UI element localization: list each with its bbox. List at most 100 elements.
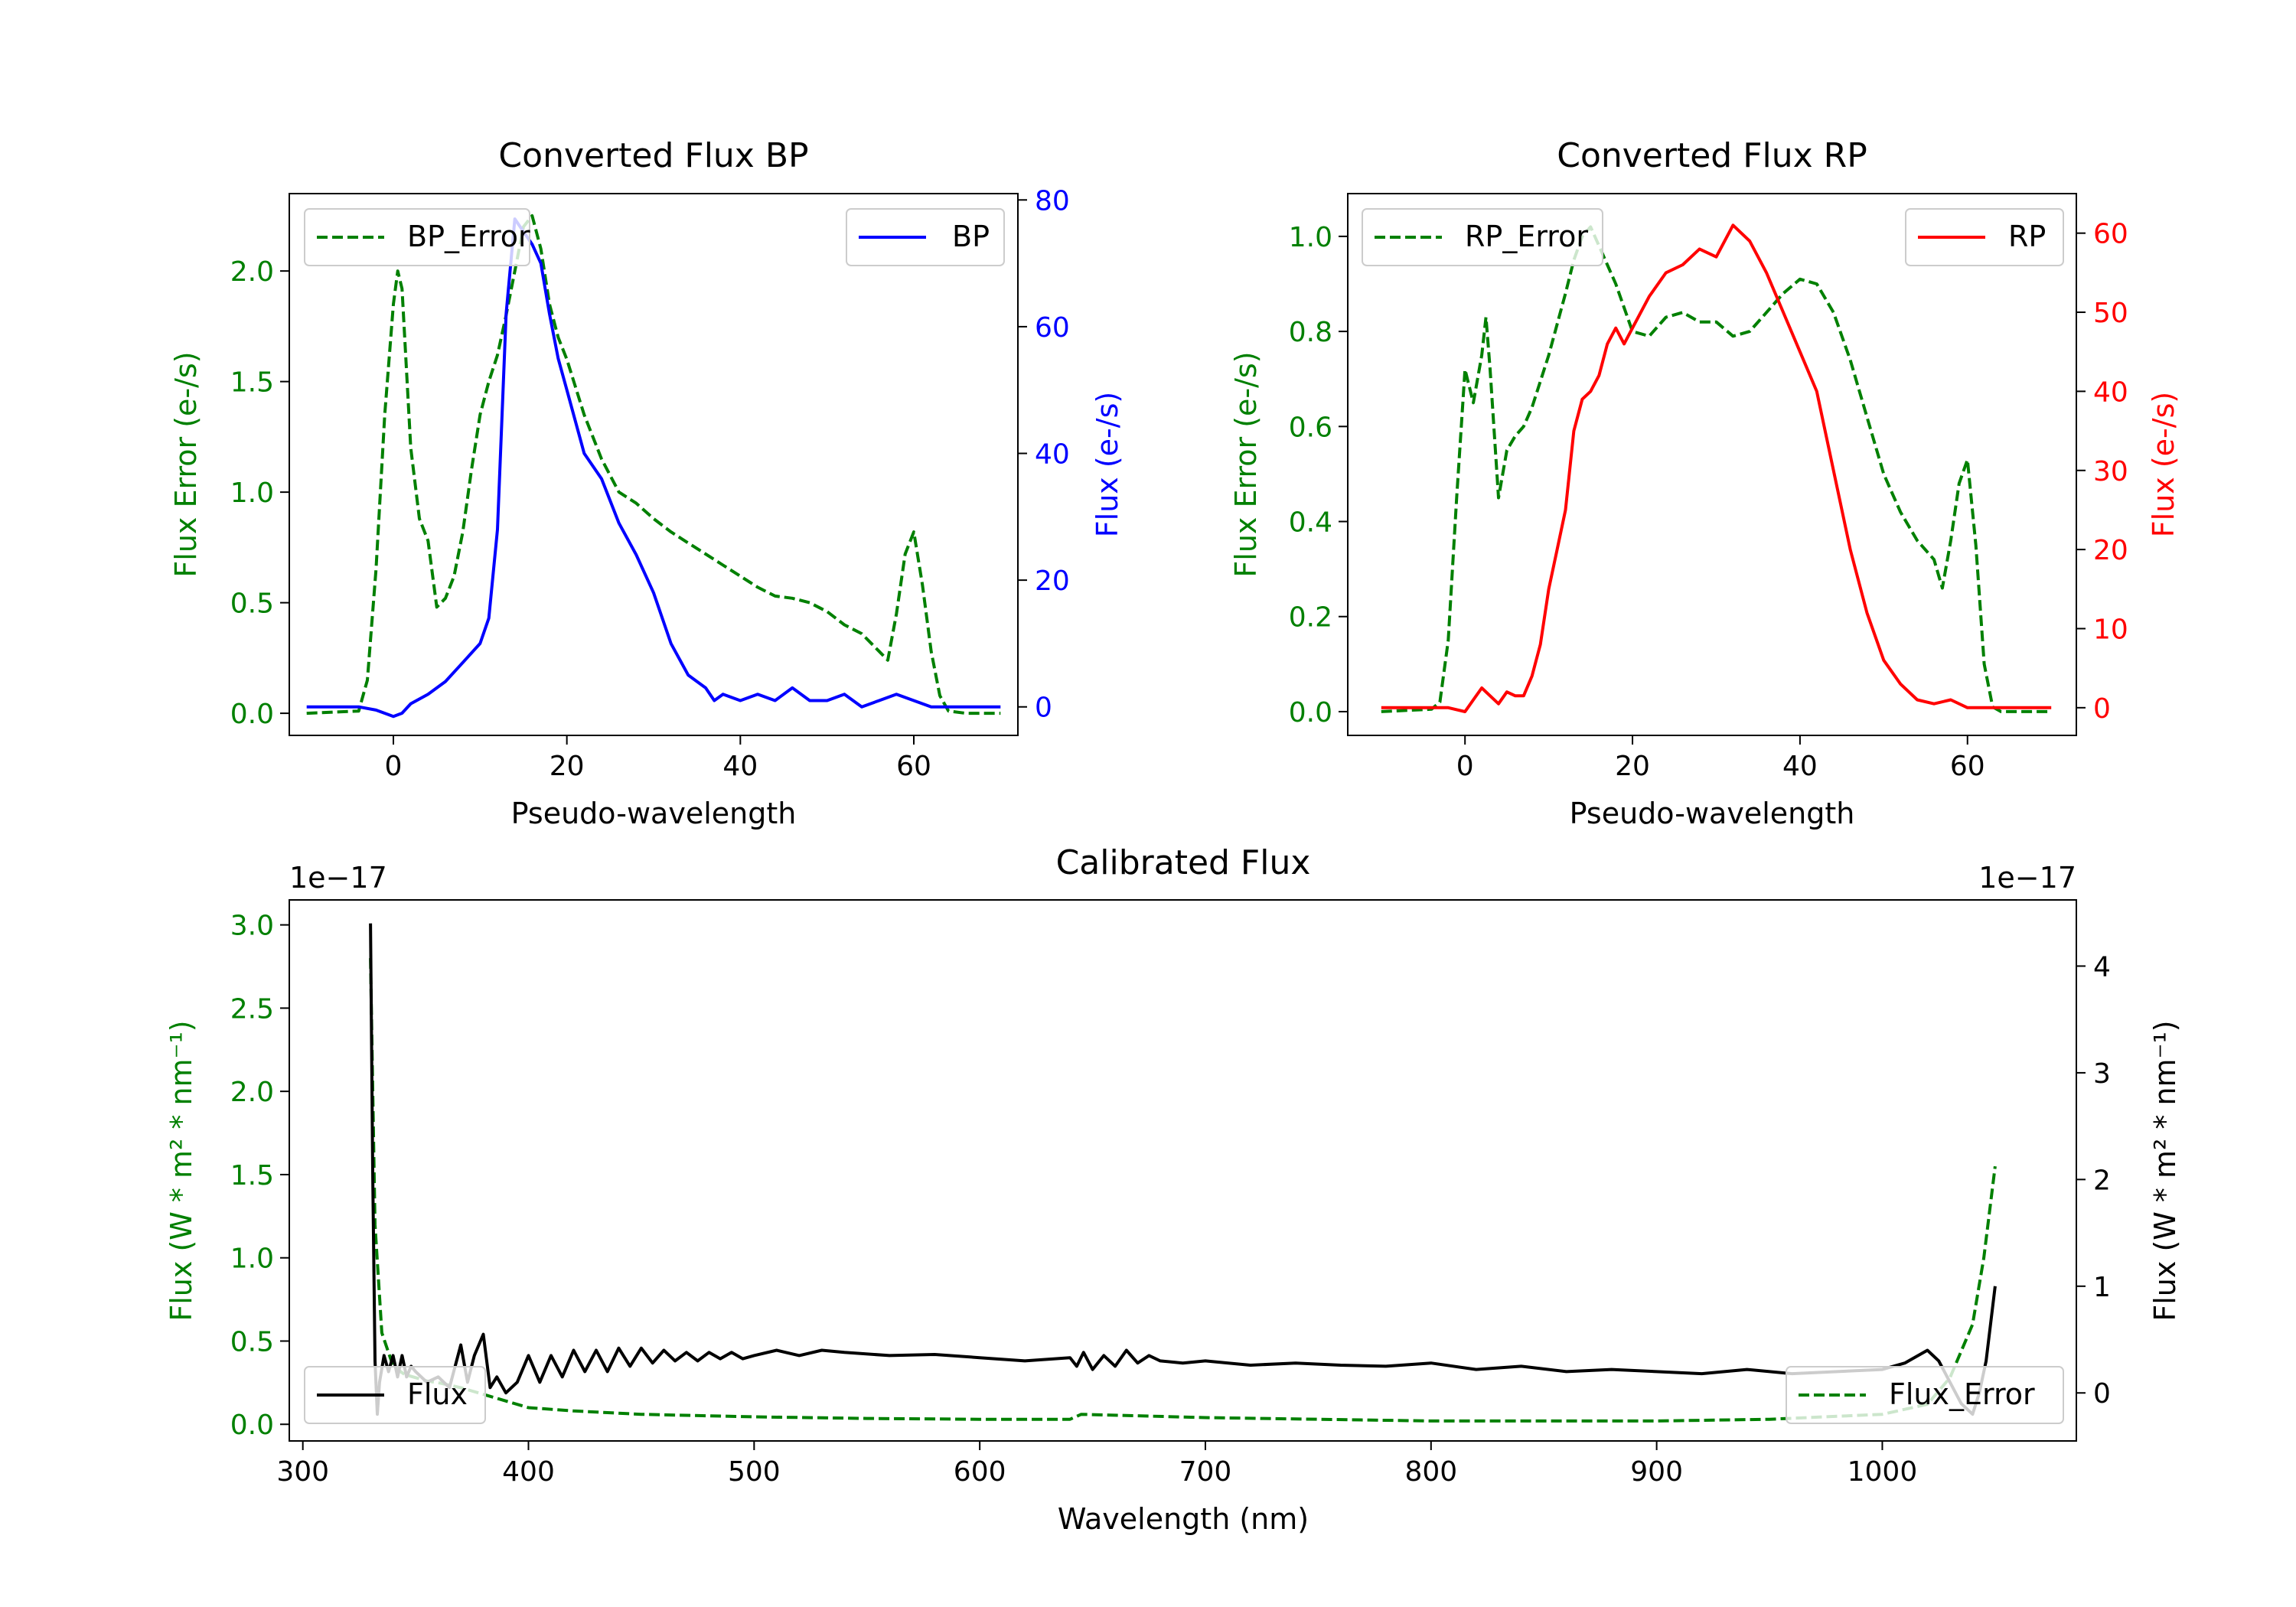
cal-series-flux-error — [369, 958, 1997, 1423]
cal-xtick-label: 700 — [1179, 1456, 1232, 1488]
bp-lines — [306, 214, 1001, 719]
bp-legend-flux: BP — [846, 208, 1005, 266]
bp-xlabel: Pseudo-wavelength — [511, 797, 797, 830]
bp-ytick-right-label: 20 — [1035, 566, 1070, 597]
cal-xlabel: Wavelength (nm) — [1058, 1502, 1309, 1536]
cal-offset-left: 1e−17 — [289, 861, 387, 895]
cal-ytick-right-label: 3 — [2093, 1058, 2111, 1090]
rp-legend-error-label: RP_Error — [1465, 220, 1588, 253]
cal-xtick-label: 500 — [728, 1456, 781, 1488]
rp-ylabel-left: Flux Error (e-/s) — [1229, 351, 1263, 577]
bp-title: Converted Flux BP — [498, 136, 808, 175]
rp-ytick-left-label: 0.2 — [1289, 602, 1332, 634]
rp-legend-flux: RP — [1905, 208, 2064, 266]
cal-ytick-right-label: 4 — [2093, 951, 2111, 983]
cal-plot-frame — [289, 899, 2077, 1442]
cal-yticks-right: 0 1 2 3 4 — [2076, 951, 2111, 1410]
bp-legend-flux-label: BP — [952, 220, 990, 253]
bp-xtick-label: 20 — [550, 751, 585, 782]
rp-ytick-right-label: 30 — [2093, 456, 2128, 487]
cal-xtick-label: 600 — [954, 1456, 1006, 1488]
bp-series-bp — [306, 217, 1001, 719]
rp-yticks-left: 0.0 0.2 0.4 0.6 0.8 1.0 — [1289, 222, 1348, 729]
bp-xtick-label: 0 — [385, 751, 403, 782]
cal-legend-flux-label: Flux — [407, 1377, 468, 1411]
cal-ytick-left-label: 0.0 — [230, 1410, 274, 1441]
rp-legend-error: RP_Error — [1362, 208, 1603, 266]
bp-ytick-right-label: 60 — [1035, 312, 1070, 344]
rp-xtick-label: 40 — [1782, 751, 1818, 782]
cal-title: Calibrated Flux — [1056, 843, 1311, 882]
cal-xtick-label: 1000 — [1848, 1456, 1918, 1488]
bp-ytick-left-label: 0.5 — [230, 588, 274, 620]
bp-ytick-left-label: 0.0 — [230, 699, 274, 730]
bp-xticks: 0 20 40 60 — [385, 735, 931, 782]
rp-ytick-right-label: 0 — [2093, 693, 2111, 725]
cal-ylabel-left: Flux (W * m² * nm⁻¹) — [165, 1020, 198, 1321]
rp-legend-error-box — [1362, 208, 1603, 266]
rp-yticks-right: 0 10 20 30 40 50 60 — [2076, 219, 2128, 725]
rp-title: Converted Flux RP — [1557, 136, 1867, 175]
bp-ytick-right-label: 80 — [1035, 185, 1070, 217]
rp-ytick-right-label: 10 — [2093, 614, 2128, 645]
rp-xlabel: Pseudo-wavelength — [1570, 797, 1855, 830]
cal-ytick-right-label: 2 — [2093, 1165, 2111, 1196]
bp-ytick-right-label: 0 — [1035, 693, 1052, 724]
cal-offset-right: 1e−17 — [1978, 861, 2076, 895]
bp-ytick-right-label: 40 — [1035, 439, 1070, 471]
bp-plot-frame — [289, 193, 1019, 736]
rp-xtick-label: 20 — [1615, 751, 1650, 782]
bp-ylabel-left: Flux Error (e-/s) — [169, 351, 203, 577]
rp-ytick-right-label: 60 — [2093, 219, 2128, 250]
panel-rp: Converted Flux RP 0 20 40 60 0.00.20.40.60.… — [1229, 136, 2180, 830]
bp-legend-error-label: BP_Error — [407, 220, 530, 253]
rp-ytick-left-label: 0.4 — [1289, 507, 1332, 539]
cal-xtick-label: 800 — [1404, 1456, 1457, 1488]
rp-ytick-right-label: 20 — [2093, 535, 2128, 566]
cal-legend-flux-box — [304, 1366, 486, 1424]
rp-xtick-label: 0 — [1456, 751, 1474, 782]
rp-series-rp — [1381, 223, 2052, 713]
rp-ylabel-right: Flux (e-/s) — [2147, 392, 2180, 537]
rp-xticks: 0 20 40 60 — [1456, 735, 1985, 782]
cal-ytick-left-label: 3.0 — [230, 911, 274, 942]
rp-series-rp-error — [1381, 225, 2052, 713]
cal-lines — [369, 923, 1997, 1423]
bp-yticks-right: 0 20 40 60 80 — [1018, 185, 1070, 724]
bp-series-bp-error — [306, 214, 1001, 715]
bp-ytick-left-label: 1.5 — [230, 367, 274, 399]
cal-ytick-right-label: 0 — [2093, 1378, 2111, 1410]
cal-legend-error: Flux_Error — [1786, 1366, 2064, 1424]
rp-ytick-right-label: 50 — [2093, 298, 2128, 329]
cal-ytick-left-label: 2.5 — [230, 993, 274, 1025]
cal-series-flux — [369, 923, 1997, 1416]
rp-ytick-left-label: 0.0 — [1289, 697, 1332, 729]
cal-ytick-right-label: 1 — [2093, 1272, 2111, 1303]
cal-ytick-left-label: 1.0 — [230, 1244, 274, 1275]
cal-legend-flux: Flux — [304, 1366, 486, 1424]
cal-xtick-label: 300 — [276, 1456, 329, 1488]
cal-yticks-left: 0.0 0.5 1.0 1.5 2.0 2.5 3.0 — [230, 911, 289, 1441]
cal-xtick-label: 900 — [1630, 1456, 1683, 1488]
bp-legend-error: BP_Error — [304, 208, 530, 266]
bp-xtick-label: 40 — [722, 751, 758, 782]
rp-lines — [1381, 223, 2052, 713]
bp-ytick-left-label: 2.0 — [230, 256, 274, 288]
cal-ytick-left-label: 1.5 — [230, 1160, 274, 1191]
bp-yticks-left: 0.0 0.5 1.0 1.5 2.0 — [230, 256, 289, 730]
cal-legend-error-box — [1786, 1366, 2064, 1424]
bp-legend-error-box — [304, 208, 530, 266]
cal-ytick-left-label: 2.0 — [230, 1077, 274, 1108]
cal-ytick-left-label: 0.5 — [230, 1326, 274, 1358]
rp-xtick-label: 60 — [1950, 751, 1985, 782]
rp-ytick-left-label: 0.8 — [1289, 317, 1332, 348]
cal-ylabel-right: Flux (W * m² * nm⁻¹) — [2148, 1020, 2182, 1321]
bp-ytick-left-label: 1.0 — [230, 478, 274, 509]
rp-legend-flux-label: RP — [2008, 220, 2046, 253]
bp-ylabel-right: Flux (e-/s) — [1091, 392, 1124, 537]
rp-plot-frame — [1347, 193, 2077, 736]
panel-calibrated: Calibrated Flux 1e−17 1e−17 300 400 500 600… — [165, 843, 2182, 1536]
panel-bp: Converted Flux BP 0 20 40 60 0.0 0.5 1.0 1.5 2.… — [169, 136, 1124, 830]
rp-ytick-left-label: 1.0 — [1289, 222, 1332, 253]
